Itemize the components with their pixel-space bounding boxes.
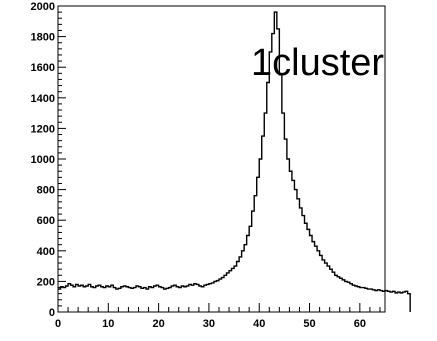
x-axis: 0 10 20 30 40 50 60 xyxy=(55,303,381,330)
y-tick-label: 400 xyxy=(37,246,55,258)
y-tick-label: 1400 xyxy=(31,93,55,105)
x-tick-label: 30 xyxy=(203,318,215,330)
y-tick-label: 0 xyxy=(49,307,55,319)
x-tick-label: 40 xyxy=(253,318,265,330)
chart-annotation: 1cluster xyxy=(251,42,384,84)
x-tick-label: 60 xyxy=(354,318,366,330)
x-tick-label: 50 xyxy=(303,318,315,330)
y-tick-label: 800 xyxy=(37,185,55,197)
y-tick-label: 600 xyxy=(37,215,55,227)
y-tick-label: 1000 xyxy=(31,154,55,166)
y-tick-label: 1200 xyxy=(31,123,55,135)
y-tick-label: 1800 xyxy=(31,32,55,44)
y-tick-label: 2000 xyxy=(31,1,55,13)
histogram-series-line xyxy=(58,11,411,312)
x-tick-label: 0 xyxy=(55,318,61,330)
x-tick-label: 20 xyxy=(152,318,164,330)
y-axis: 0 200 400 600 800 1000 1200 1400 1600 1800 2000 xyxy=(31,1,66,319)
x-tick-label: 10 xyxy=(102,318,114,330)
y-tick-label: 1600 xyxy=(31,62,55,74)
y-tick-label: 200 xyxy=(37,276,55,288)
